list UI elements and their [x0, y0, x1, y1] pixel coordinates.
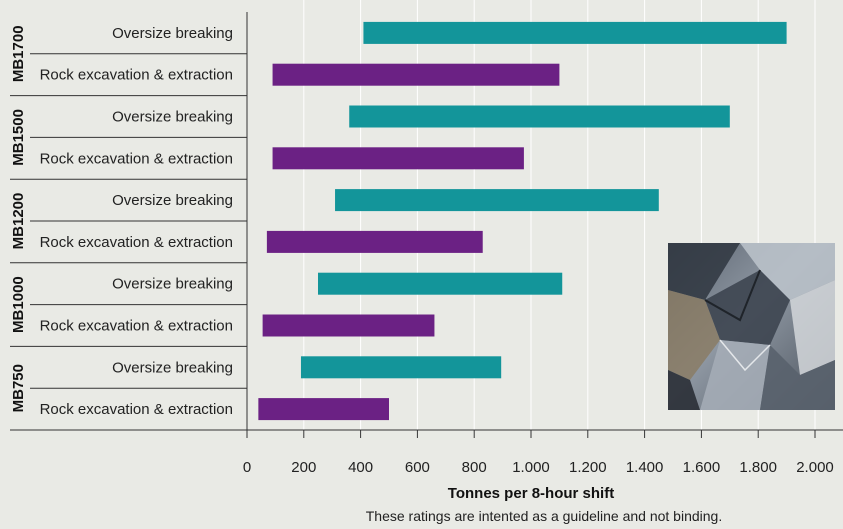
range-bar [266, 230, 483, 253]
x-tick-label: 200 [291, 459, 316, 476]
row-separators [10, 53, 247, 389]
x-tick-label: 0 [243, 459, 251, 476]
x-tick-label: 800 [462, 459, 487, 476]
x-axis-title: Tonnes per 8-hour shift [448, 485, 614, 502]
x-tick-label: 1.800 [739, 459, 777, 476]
bar-category-label: Rock excavation & extraction [40, 401, 233, 418]
bar-category-label: Oversize breaking [112, 359, 233, 376]
rock-photo [668, 243, 835, 410]
x-tick-label: 1.000 [512, 459, 550, 476]
x-tick-labels: 0 200 400 600 800 1.000 1.200 1.400 1.600 1.800 2.… [243, 430, 834, 476]
group-label: MB1500 [10, 109, 27, 166]
range-bar [349, 105, 730, 128]
range-bar [335, 189, 659, 212]
category-labels: Oversize breaking Rock excavation & extra… [40, 25, 233, 418]
group-label: MB1000 [10, 276, 27, 333]
x-tick-label: 2.000 [796, 459, 834, 476]
x-tick-label: 1.200 [569, 459, 607, 476]
range-bar [363, 21, 787, 44]
range-bar [300, 356, 502, 379]
group-label: MB1700 [10, 25, 27, 82]
range-bar [272, 63, 560, 86]
bar-category-label: Rock excavation & extraction [40, 318, 233, 335]
x-tick-label: 600 [405, 459, 430, 476]
range-bar [272, 147, 524, 170]
bar-category-label: Oversize breaking [112, 25, 233, 42]
group-labels: MB1700 MB1500 MB1200 MB1000 MB750 [10, 25, 27, 412]
range-bar [258, 398, 389, 421]
bar-category-label: Oversize breaking [112, 276, 233, 293]
x-tick-label: 1.600 [683, 459, 721, 476]
range-bar [262, 314, 435, 337]
group-label: MB1200 [10, 193, 27, 250]
group-label: MB750 [10, 364, 27, 412]
bar-category-label: Rock excavation & extraction [40, 67, 233, 84]
bars [258, 21, 787, 421]
x-tick-label: 400 [348, 459, 373, 476]
guideline-note: These ratings are intented as a guidelin… [366, 508, 722, 524]
bar-category-label: Oversize breaking [112, 109, 233, 126]
range-bar [318, 272, 563, 295]
x-tick-label: 1.400 [626, 459, 664, 476]
bar-category-label: Rock excavation & extraction [40, 150, 233, 167]
bar-category-label: Oversize breaking [112, 192, 233, 209]
bar-category-label: Rock excavation & extraction [40, 234, 233, 251]
